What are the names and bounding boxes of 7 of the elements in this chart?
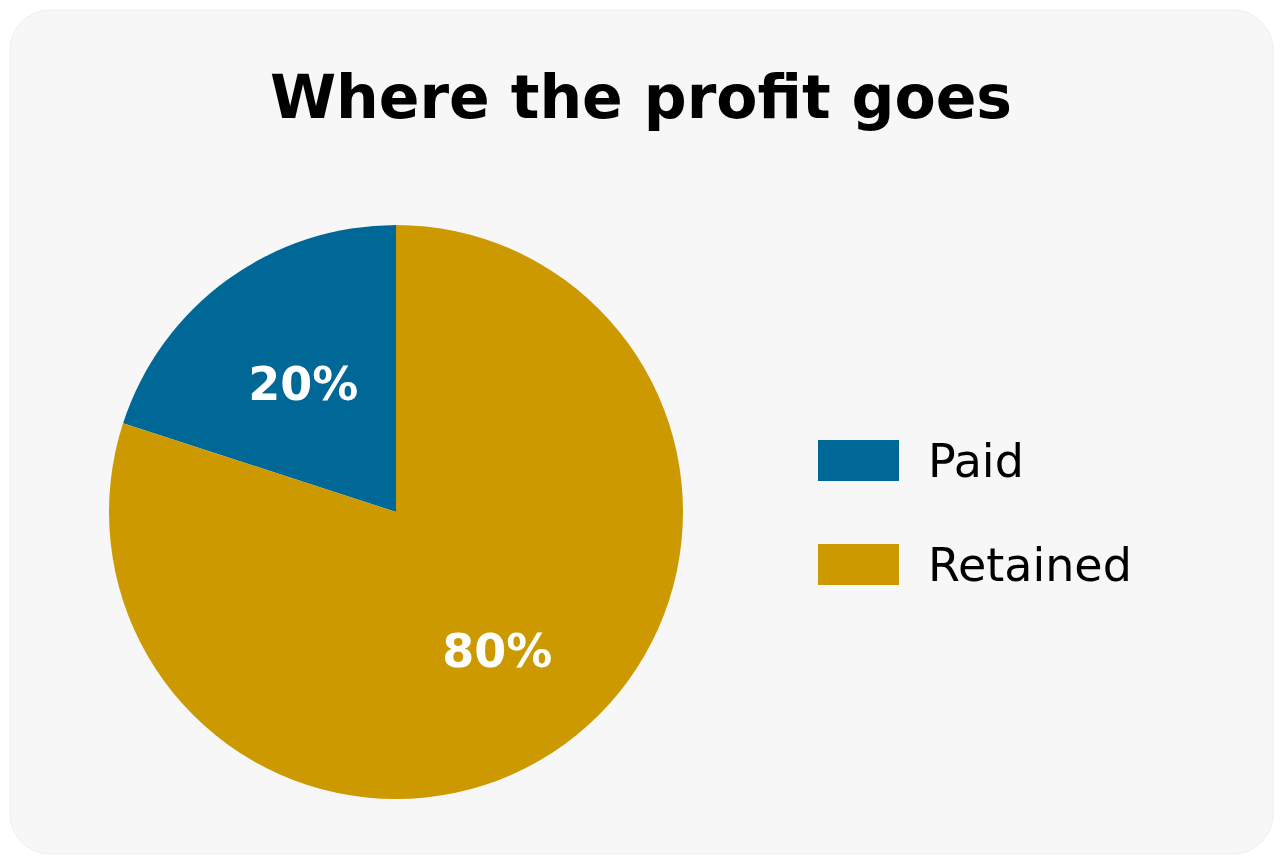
legend-label: Retained xyxy=(928,538,1132,592)
pie-slice xyxy=(123,225,396,512)
data-label: 80% xyxy=(442,624,553,679)
pie-slice xyxy=(109,225,683,799)
chart-title: Where the profit goes xyxy=(269,62,1013,132)
data-label: 20% xyxy=(248,357,359,412)
legend-label: Paid xyxy=(928,434,1024,488)
